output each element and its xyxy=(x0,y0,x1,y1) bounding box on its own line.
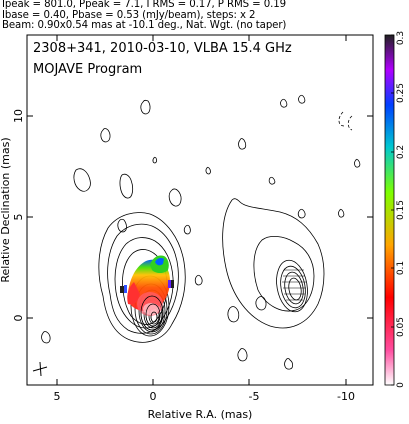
polarized-core-hatching xyxy=(282,269,306,301)
colorbar-ticks xyxy=(391,34,394,386)
polarized-contours xyxy=(222,94,361,370)
colorbar-tick-label: 0.15 xyxy=(396,200,406,220)
x-tick-label: -10 xyxy=(337,390,355,403)
plot-frame xyxy=(26,34,374,386)
colorbar-tick-label: 0.05 xyxy=(396,317,406,337)
x-tick-label: -5 xyxy=(249,390,260,403)
core-contours-top xyxy=(140,295,164,331)
colorbar-tick-label: 0.3 xyxy=(396,31,406,45)
colorbar-tick-label: 0.2 xyxy=(396,145,406,159)
plot-title: 2308+341, 2010-03-10, VLBA 15.4 GHz xyxy=(33,41,292,56)
colorbar-tick-label: 0 xyxy=(396,382,406,388)
x-tick-label: 0 xyxy=(150,390,157,403)
colorbar-tick-label: 0.1 xyxy=(396,261,406,275)
colorbar-tick-label: 0.25 xyxy=(396,83,406,103)
x-tick-label: 5 xyxy=(54,390,61,403)
y-tick-label: 0 xyxy=(12,315,25,322)
intensity-contours xyxy=(32,99,211,377)
y-axis-label: Relative Declination (mas) xyxy=(0,137,12,282)
polarization-overlay xyxy=(120,255,174,316)
x-axis-label: Relative R.A. (mas) xyxy=(148,408,253,421)
header: Ipeak = 801.0, Ppeak = 7.1, I RMS = 0.17… xyxy=(2,0,407,32)
header-line-base: Ibase = 0.40, Pbase = 0.53 (mJy/beam), s… xyxy=(2,9,256,21)
plot-subtitle: MOJAVE Program xyxy=(33,62,142,77)
axis-ticks xyxy=(27,35,373,385)
header-line-beam: Beam: 0.90x0.54 mas at -10.1 deg., Nat. … xyxy=(2,20,287,32)
header-line-peak: Ipeak = 801.0, Ppeak = 7.1, I RMS = 0.17… xyxy=(2,0,287,10)
y-tick-label: 5 xyxy=(12,214,25,221)
y-tick-label: 10 xyxy=(12,109,25,123)
